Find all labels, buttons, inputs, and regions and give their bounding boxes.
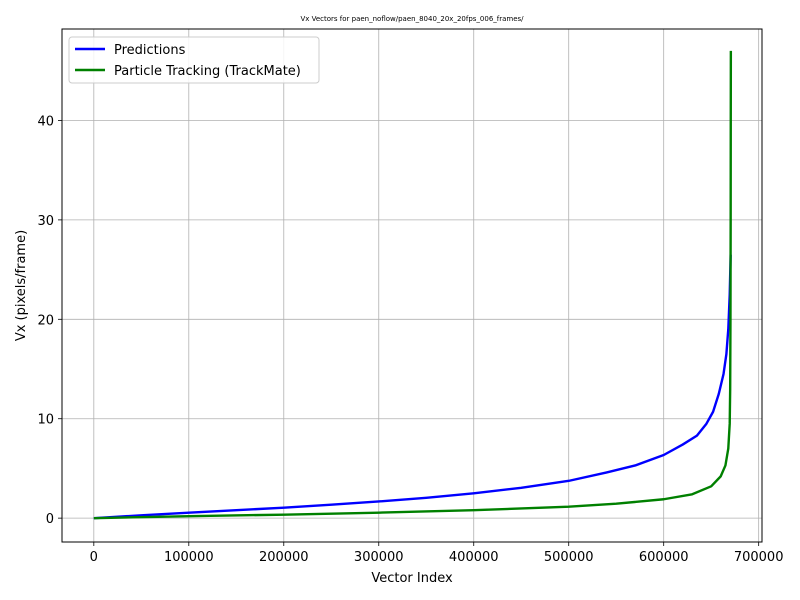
- legend-label: Predictions: [114, 43, 186, 58]
- x-tick-label: 700000: [734, 550, 784, 565]
- series-line-0: [93, 254, 732, 520]
- legend: Predictions Particle Tracking (TrackMate): [68, 36, 320, 84]
- legend-label: Particle Tracking (TrackMate): [114, 64, 301, 79]
- x-tick-label: 500000: [544, 550, 594, 565]
- y-tick-label: 10: [37, 413, 54, 428]
- legend-box: [68, 36, 320, 84]
- series-line-1: [93, 50, 733, 520]
- y-axis-label: Vx (pixels/frame): [14, 230, 29, 341]
- y-tick-label: 20: [37, 313, 54, 328]
- x-tick-label: 100000: [164, 550, 214, 565]
- grid-lines: [62, 29, 762, 542]
- y-tick-label: 0: [46, 512, 54, 527]
- plot-area-frame: [61, 28, 763, 543]
- x-tick-label: 0: [90, 550, 98, 565]
- x-tick-label: 400000: [449, 550, 499, 565]
- series-layer: [93, 50, 733, 520]
- x-tick-label: 300000: [354, 550, 404, 565]
- x-axis-ticks: 0 100000 200000 300000 400000 500000 600000 700…: [90, 542, 784, 565]
- y-tick-label: 30: [37, 214, 54, 229]
- x-axis-label: Vector Index: [371, 571, 453, 586]
- chart-title: Vx Vectors for paen_noflow/paen_8040_20x…: [300, 15, 524, 23]
- x-tick-label: 600000: [639, 550, 689, 565]
- x-tick-label: 200000: [259, 550, 309, 565]
- y-tick-label: 40: [37, 114, 54, 129]
- y-axis-ticks: 0 10 20 30 40: [37, 114, 62, 527]
